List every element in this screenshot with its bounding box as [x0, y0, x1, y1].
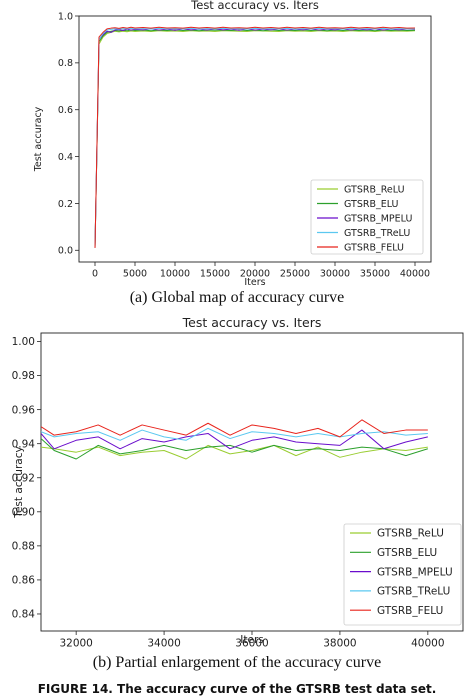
legend-label: GTSRB_TReLU — [344, 228, 410, 239]
x-tick-label: 15000 — [200, 269, 230, 280]
series-line-gtsrb-relu — [41, 444, 428, 460]
x-tick-label: 30000 — [320, 269, 350, 280]
y-tick-label: 1.0 — [58, 11, 73, 22]
series-line-gtsrb-felu — [94, 26, 416, 248]
y-tick-label: 0.94 — [12, 438, 36, 450]
chart-title: Test accuracy vs. Iters — [182, 315, 322, 330]
x-tick-label: 20000 — [240, 269, 270, 280]
series-line-gtsrb-elu — [41, 438, 428, 460]
series-line-gtsrb-trelu — [41, 427, 428, 441]
legend-box — [343, 523, 462, 626]
series-line-gtsrb-relu — [94, 30, 416, 248]
y-tick-label: 0.84 — [12, 609, 36, 621]
series-line-gtsrb-trelu — [94, 27, 416, 248]
x-tick-label: 36000 — [235, 638, 268, 650]
legend-label: GTSRB_ELU — [344, 199, 399, 210]
caption-b: (b) Partial enlargement of the accuracy … — [92, 654, 382, 671]
y-tick-label: 0.90 — [12, 506, 35, 518]
y-tick-label: 0.92 — [12, 472, 35, 484]
legend-label: GTSRB_ELU — [377, 547, 437, 559]
y-tick-label: 0.88 — [12, 541, 35, 553]
x-tick-label: 34000 — [147, 638, 180, 650]
legend-label: GTSRB_ReLU — [377, 528, 444, 540]
chart-global: Test accuracy vs. Iters 0 5000 10000 15000 20… — [33, 0, 432, 288]
y-tick-label: 0.98 — [12, 370, 35, 382]
legend-label: GTSRB_MPELU — [377, 566, 453, 578]
y-axis-label: Test accuracy — [33, 106, 44, 172]
x-tick-label: 25000 — [280, 269, 310, 280]
legend-label: GTSRB_TReLU — [377, 586, 450, 598]
x-tick-label: 35000 — [360, 269, 390, 280]
x-tick-label: 40000 — [400, 269, 430, 280]
x-tick-label: 38000 — [323, 638, 356, 650]
series-group — [41, 419, 428, 460]
x-tick-label: 40000 — [411, 638, 444, 650]
legend-label: GTSRB_MPELU — [344, 213, 412, 224]
y-tick-label: 0.8 — [58, 58, 73, 69]
series-line-gtsrb-mpelu — [94, 28, 416, 248]
chart-title: Test accuracy vs. Iters — [190, 0, 319, 12]
y-tick-label: 0.4 — [58, 152, 73, 163]
x-tick-label: 32000 — [59, 638, 92, 650]
y-tick-label: 0.2 — [58, 199, 73, 210]
x-axis-label: Iters — [244, 277, 265, 288]
y-tick-label: 0.6 — [58, 105, 73, 116]
y-tick-label: 1.00 — [12, 336, 35, 348]
x-tick-label: 0 — [92, 269, 98, 280]
series-line-gtsrb-felu — [41, 419, 428, 438]
chart-partial: Test accuracy vs. Iters 32000 34000 36000 38… — [12, 315, 464, 650]
legend-label: GTSRB_FELU — [344, 242, 404, 253]
y-axis-label: Test accuracy — [13, 446, 25, 518]
y-tick-label: 0.86 — [12, 575, 36, 587]
x-tick-label: 10000 — [160, 269, 190, 280]
series-line-gtsrb-mpelu — [41, 429, 428, 450]
legend-box — [310, 179, 424, 255]
y-tick-label: 0.96 — [12, 404, 36, 416]
series-group — [94, 26, 416, 248]
legend-label: GTSRB_ReLU — [344, 184, 405, 195]
y-tick-label: 0.0 — [58, 246, 73, 257]
caption-a: (a) Global map of accuracy curve — [129, 289, 345, 306]
figure-caption: FIGURE 14. The accuracy curve of the GTS… — [37, 682, 437, 696]
x-axis-label: Iters — [240, 634, 263, 646]
x-tick-label: 5000 — [123, 269, 147, 280]
legend-label: GTSRB_FELU — [377, 605, 443, 617]
